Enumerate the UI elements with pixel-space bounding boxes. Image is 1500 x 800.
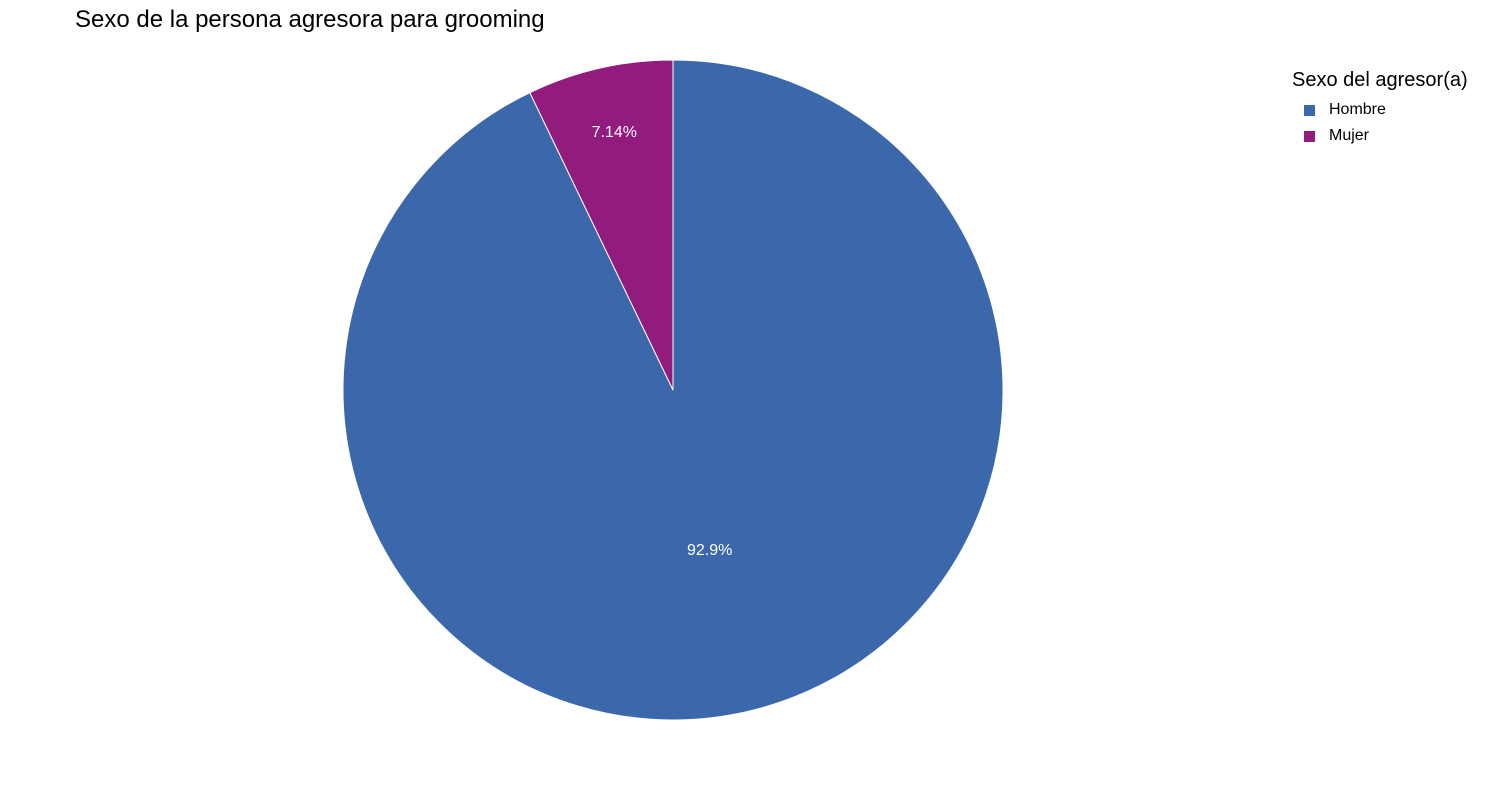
legend: Sexo del agresor(a) Hombre Mujer (1292, 69, 1492, 149)
slice-label-hombre: 92.9% (687, 542, 732, 559)
legend-label: Hombre (1329, 101, 1386, 118)
legend-item-mujer: Mujer (1292, 123, 1492, 149)
pie-slice-mujer (529, 59, 674, 391)
legend-title: Sexo del agresor(a) (1292, 69, 1468, 91)
legend-label: Mujer (1329, 127, 1370, 144)
legend-swatch (1304, 104, 1315, 116)
slice-label-mujer: 7.14% (592, 124, 637, 141)
legend-items: Hombre Mujer (1292, 97, 1492, 149)
legend-swatch (1304, 130, 1315, 142)
chart-title: Sexo de la persona agresora para groomin… (75, 6, 545, 33)
pie-slices (342, 59, 1004, 721)
legend-item-hombre: Hombre (1292, 97, 1492, 123)
pie-slice-labels: 92.9% 7.14% (592, 124, 733, 559)
